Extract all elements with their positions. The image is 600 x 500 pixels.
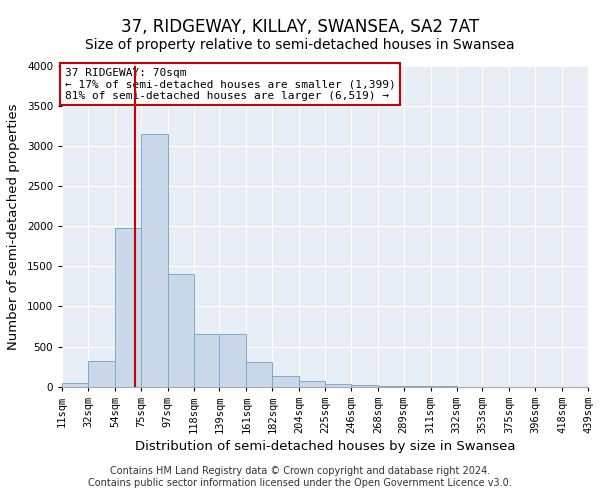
Bar: [194, 334, 220, 386]
Bar: [351, 385, 378, 386]
Bar: [325, 384, 351, 386]
Bar: [115, 228, 141, 386]
Bar: [88, 361, 115, 386]
Y-axis label: Number of semi-detached properties: Number of semi-detached properties: [7, 103, 20, 350]
Text: Contains HM Land Registry data © Crown copyright and database right 2024.
Contai: Contains HM Land Registry data © Crown c…: [88, 466, 512, 487]
X-axis label: Distribution of semi-detached houses by size in Swansea: Distribution of semi-detached houses by …: [135, 440, 515, 453]
Bar: [141, 134, 168, 386]
Text: Size of property relative to semi-detached houses in Swansea: Size of property relative to semi-detach…: [85, 38, 515, 52]
Bar: [299, 381, 325, 386]
Bar: [168, 274, 194, 386]
Bar: [62, 382, 88, 386]
Bar: [220, 334, 247, 386]
Bar: [247, 362, 272, 386]
Bar: [272, 376, 299, 386]
Text: 37, RIDGEWAY, KILLAY, SWANSEA, SA2 7AT: 37, RIDGEWAY, KILLAY, SWANSEA, SA2 7AT: [121, 18, 479, 36]
Text: 37 RIDGEWAY: 70sqm
← 17% of semi-detached houses are smaller (1,399)
81% of semi: 37 RIDGEWAY: 70sqm ← 17% of semi-detache…: [65, 68, 395, 100]
